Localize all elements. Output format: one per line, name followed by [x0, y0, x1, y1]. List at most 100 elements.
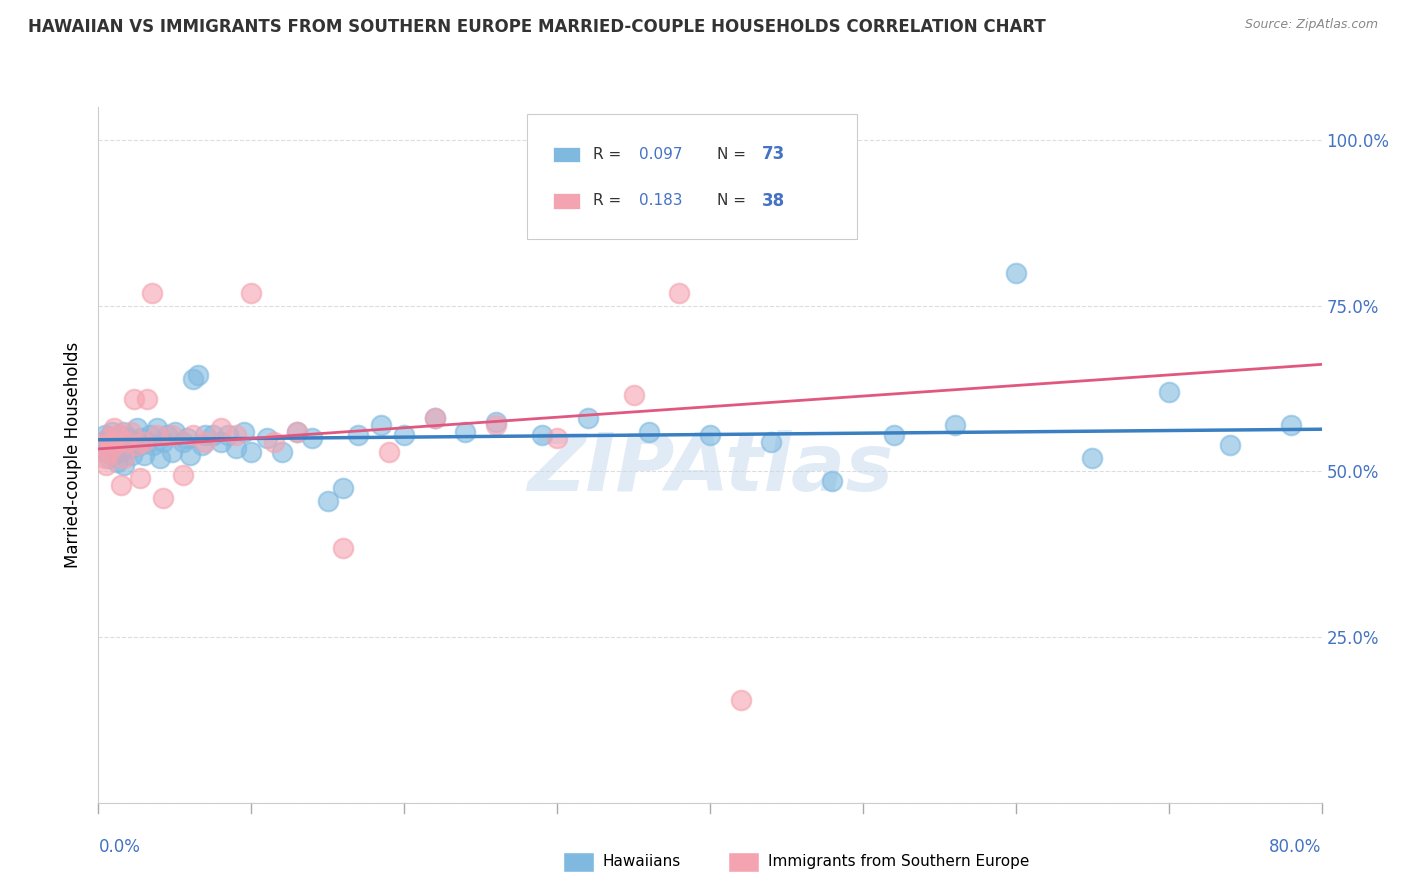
Point — [142, 438, 165, 452]
Point — [120, 425, 142, 439]
Point — [530, 428, 553, 442]
Point — [232, 425, 254, 439]
Point — [187, 368, 209, 383]
Point — [576, 411, 599, 425]
Point — [821, 475, 844, 489]
Point — [94, 444, 117, 458]
Text: 73: 73 — [762, 145, 785, 163]
Point — [240, 285, 263, 300]
Text: R =: R = — [592, 194, 626, 209]
Point — [176, 431, 198, 445]
Point — [145, 428, 167, 442]
Point — [98, 444, 121, 458]
Text: N =: N = — [717, 194, 751, 209]
Point — [1219, 438, 1241, 452]
Text: 80.0%: 80.0% — [1270, 838, 1322, 855]
Point — [152, 434, 174, 449]
FancyBboxPatch shape — [564, 852, 593, 872]
Point — [172, 434, 194, 449]
Point — [111, 425, 134, 439]
Point — [100, 434, 122, 449]
Point — [110, 477, 132, 491]
Point — [217, 428, 239, 442]
Point — [759, 434, 782, 449]
Point — [225, 442, 247, 456]
Point — [118, 431, 141, 445]
Point — [105, 454, 128, 468]
Point — [191, 438, 214, 452]
Point — [637, 425, 661, 439]
Text: ZIPAtlas: ZIPAtlas — [527, 430, 893, 508]
Point — [101, 425, 124, 439]
Point — [546, 431, 568, 445]
Point — [125, 421, 148, 435]
Point — [128, 438, 150, 452]
Point — [93, 428, 115, 442]
Point — [392, 428, 416, 442]
Point — [100, 434, 122, 449]
Point — [93, 451, 115, 466]
Point — [107, 434, 129, 449]
Point — [332, 541, 354, 555]
Point — [104, 438, 127, 452]
Point — [332, 481, 354, 495]
Point — [181, 428, 204, 442]
Point — [160, 444, 183, 458]
Text: N =: N = — [717, 147, 751, 161]
Point — [423, 411, 446, 425]
Point — [103, 421, 125, 435]
Point — [699, 428, 721, 442]
Point — [163, 425, 186, 439]
Point — [141, 285, 163, 300]
Point — [225, 428, 247, 442]
Point — [117, 434, 139, 449]
FancyBboxPatch shape — [554, 146, 581, 162]
Point — [132, 434, 155, 449]
Point — [156, 428, 179, 442]
Point — [125, 438, 148, 452]
Point — [97, 431, 120, 445]
Point — [120, 442, 142, 456]
Point — [378, 444, 401, 458]
Point — [256, 431, 278, 445]
Text: Hawaiians: Hawaiians — [602, 855, 681, 870]
Point — [263, 434, 285, 449]
FancyBboxPatch shape — [526, 114, 856, 239]
Point — [139, 428, 162, 442]
Point — [485, 415, 508, 429]
Point — [285, 425, 308, 439]
Text: Immigrants from Southern Europe: Immigrants from Southern Europe — [768, 855, 1029, 870]
FancyBboxPatch shape — [728, 852, 759, 872]
Point — [623, 388, 645, 402]
Point — [209, 421, 232, 435]
Point — [136, 434, 159, 449]
Point — [1279, 418, 1302, 433]
FancyBboxPatch shape — [554, 194, 581, 209]
Point — [202, 428, 225, 442]
Point — [91, 434, 114, 449]
Point — [270, 444, 292, 458]
Point — [668, 285, 690, 300]
Point — [122, 392, 145, 406]
Point — [209, 434, 232, 449]
Point — [103, 448, 125, 462]
Point — [90, 438, 112, 452]
Point — [172, 467, 194, 482]
Point — [94, 458, 117, 472]
Point — [107, 428, 129, 442]
Point — [1157, 384, 1180, 399]
Point — [316, 494, 339, 508]
Point — [90, 438, 112, 452]
Point — [136, 392, 159, 406]
Point — [149, 451, 172, 466]
Text: 0.097: 0.097 — [640, 147, 682, 161]
Point — [108, 428, 131, 442]
Text: 0.183: 0.183 — [640, 194, 682, 209]
Point — [1004, 266, 1026, 280]
Text: 38: 38 — [762, 192, 785, 210]
Point — [301, 431, 323, 445]
Text: R =: R = — [592, 147, 626, 161]
Point — [128, 471, 150, 485]
Point — [112, 458, 135, 472]
Point — [730, 693, 752, 707]
